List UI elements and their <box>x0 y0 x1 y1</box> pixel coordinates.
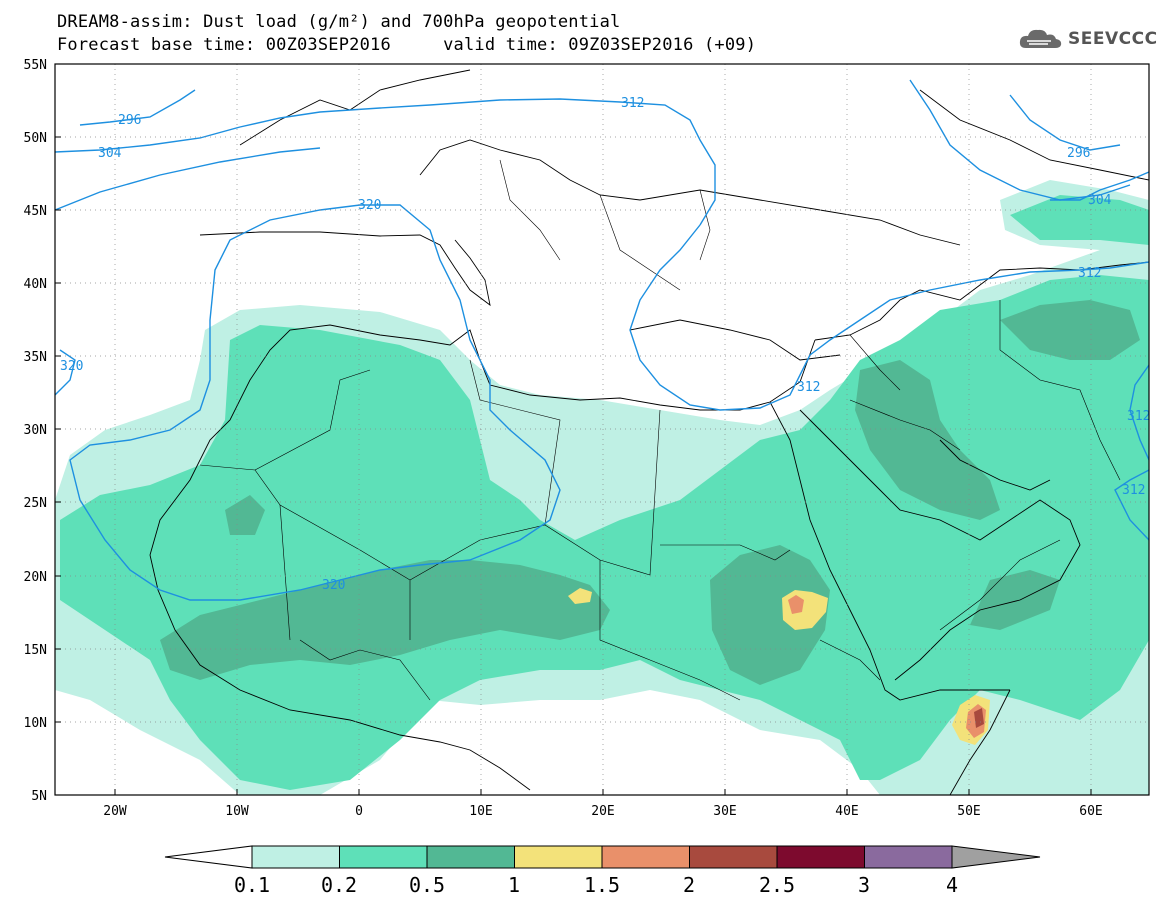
contour-304-east <box>1050 171 1149 201</box>
lat-label: 35N <box>24 350 47 365</box>
dust-area-high <box>855 360 1000 520</box>
legend-arrow-left <box>164 845 253 869</box>
contour-320-west <box>55 147 321 211</box>
lon-label: 20E <box>591 804 614 819</box>
lon-label: 40E <box>835 804 858 819</box>
coastlines <box>149 69 1149 795</box>
contour-label: 312 <box>1127 409 1150 424</box>
dust-area-high <box>160 560 610 680</box>
contour-label: 320 <box>358 198 381 213</box>
legend-tick-labels: 0.1 0.2 0.5 1 1.5 2 2.5 3 4 <box>234 873 958 897</box>
legend-tick-label: 0.2 <box>321 873 357 897</box>
color-legend: 0.1 0.2 0.5 1 1.5 2 2.5 3 4 <box>164 845 1041 897</box>
legend-color-box <box>514 845 603 869</box>
lat-label: 40N <box>24 277 47 292</box>
dust-area-medium <box>1010 195 1149 245</box>
dust-area-high <box>1000 300 1140 360</box>
lon-label: 50E <box>957 804 980 819</box>
lat-label: 10N <box>24 716 47 731</box>
contour-label: 304 <box>1088 193 1112 208</box>
legend-tick-label: 0.1 <box>234 873 270 897</box>
contour-label: 296 <box>118 113 141 128</box>
lat-label: 50N <box>24 131 47 146</box>
contour-label: 320 <box>60 359 83 374</box>
contour-labels: 296 304 312 320 320 312 312 296 304 312 … <box>60 96 1150 593</box>
legend-color-box <box>689 845 778 869</box>
contour-320-left <box>55 349 76 396</box>
lat-label: 15N <box>24 643 47 658</box>
lat-label: 25N <box>24 496 47 511</box>
contour-320-main <box>69 204 561 601</box>
legend-color-box <box>339 845 428 869</box>
contour-304-west <box>55 98 716 226</box>
legend-color-box <box>251 845 340 869</box>
contour-label: 312 <box>797 380 820 395</box>
graticule <box>55 64 1149 795</box>
lon-labels: 20W 10W 0 10E 20E 30E 40E 50E 60E <box>103 804 1102 819</box>
contour-312-right <box>1129 364 1149 461</box>
lat-label: 20N <box>24 570 47 585</box>
contour-label: 320 <box>322 578 345 593</box>
contour-label: 312 <box>621 96 644 111</box>
legend-tick-label: 2 <box>683 873 695 897</box>
dust-field <box>55 180 1149 795</box>
contour-296-northeast <box>1009 94 1121 151</box>
logo-text: SEEVCCC <box>1068 29 1158 49</box>
legend-tick-label: 1 <box>508 873 520 897</box>
lon-label: 10E <box>469 804 492 819</box>
cloud-icon <box>1019 29 1062 48</box>
dust-hotspot-darkred <box>974 708 984 728</box>
legend-color-box <box>601 845 690 869</box>
lon-label: 0 <box>355 804 363 819</box>
legend-arrow-right <box>951 845 1041 869</box>
dust-hotspot-orange <box>788 595 804 614</box>
contour-label: 296 <box>1067 146 1090 161</box>
contour-296-east <box>909 79 1131 201</box>
forecast-time-subtitle: Forecast base time: 00Z03SEP2016 valid t… <box>57 35 757 55</box>
seevccc-logo: SEEVCCC <box>1018 26 1158 52</box>
lon-label: 10W <box>225 804 249 819</box>
lon-label: 20W <box>103 804 127 819</box>
lat-labels: 55N 50N 45N 40N 35N 30N 25N 20N 15N 10N … <box>24 58 47 804</box>
legend-color-box <box>776 845 865 869</box>
contour-312-east <box>629 224 1149 411</box>
legend-boxes <box>251 845 953 869</box>
lat-label: 45N <box>24 204 47 219</box>
map-title: DREAM8-assim: Dust load (g/m²) and 700hP… <box>57 12 621 32</box>
geopotential-contours <box>55 79 1149 601</box>
lon-label: 30E <box>713 804 736 819</box>
lon-label: 60E <box>1079 804 1102 819</box>
contour-312-right2 <box>1114 469 1149 541</box>
legend-tick-label: 2.5 <box>759 873 795 897</box>
contour-296-west <box>79 89 196 126</box>
dust-area-high <box>970 570 1060 630</box>
contour-label: 304 <box>98 146 122 161</box>
lat-label: 55N <box>24 58 47 73</box>
legend-tick-label: 4 <box>946 873 958 897</box>
contour-label: 312 <box>1122 483 1145 498</box>
lat-ticks <box>55 63 61 796</box>
dust-hotspot-yellow <box>568 588 592 604</box>
legend-color-box <box>426 845 515 869</box>
dust-area-high <box>225 495 265 535</box>
dust-area-high <box>710 545 830 685</box>
lon-ticks <box>114 789 1092 795</box>
legend-tick-label: 0.5 <box>409 873 445 897</box>
contour-label: 312 <box>1078 266 1101 281</box>
lat-label: 30N <box>24 423 47 438</box>
legend-tick-label: 1.5 <box>584 873 620 897</box>
political-borders <box>199 159 1121 701</box>
lat-label: 5N <box>31 789 47 804</box>
legend-color-box <box>864 845 953 869</box>
legend-tick-label: 3 <box>858 873 870 897</box>
